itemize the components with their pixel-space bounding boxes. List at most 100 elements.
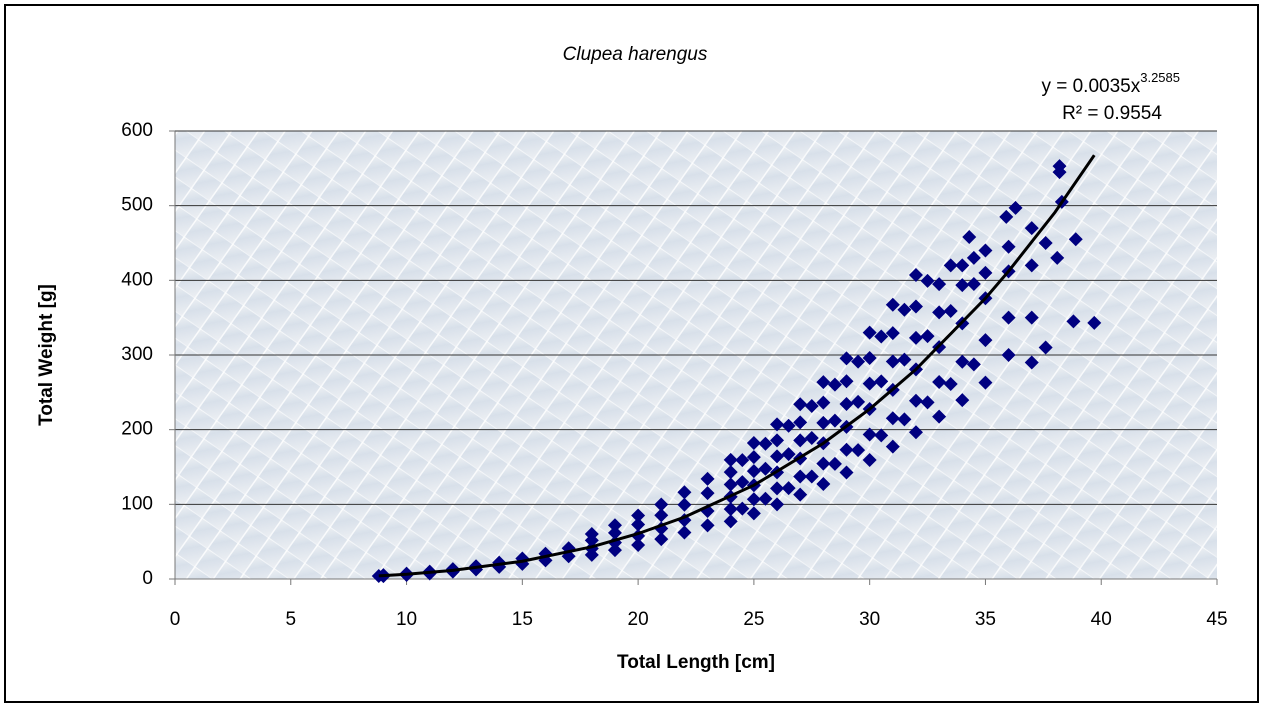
data-point bbox=[746, 436, 761, 451]
data-point bbox=[1024, 258, 1039, 273]
data-point bbox=[735, 501, 750, 516]
data-point bbox=[584, 526, 599, 541]
data-point bbox=[746, 492, 761, 507]
data-point bbox=[723, 477, 738, 492]
data-point bbox=[827, 456, 842, 471]
x-tick-label: 5 bbox=[285, 609, 296, 630]
y-axis-title: Total Weight [g] bbox=[36, 284, 57, 426]
equation-exponent: 3.2585 bbox=[1140, 70, 1180, 85]
data-point bbox=[978, 243, 993, 258]
data-point bbox=[1008, 200, 1023, 215]
data-point bbox=[758, 461, 773, 476]
data-point bbox=[816, 395, 831, 410]
data-point bbox=[770, 481, 785, 496]
data-point bbox=[1024, 221, 1039, 236]
data-point bbox=[700, 486, 715, 501]
y-tick-label: 400 bbox=[121, 269, 153, 290]
data-point bbox=[908, 299, 923, 314]
x-tick-label: 10 bbox=[396, 609, 417, 630]
y-tick-label: 100 bbox=[121, 493, 153, 514]
data-point bbox=[723, 465, 738, 480]
data-point bbox=[920, 329, 935, 344]
data-point bbox=[723, 514, 738, 529]
data-point bbox=[978, 375, 993, 390]
data-point bbox=[758, 491, 773, 506]
x-tick-label: 30 bbox=[859, 609, 880, 630]
data-point bbox=[735, 453, 750, 468]
data-point bbox=[862, 325, 877, 340]
data-point bbox=[862, 376, 877, 391]
data-point bbox=[943, 377, 958, 392]
x-axis-title: Total Length [cm] bbox=[617, 652, 775, 673]
data-point bbox=[966, 276, 981, 291]
data-point bbox=[700, 471, 715, 486]
data-point bbox=[677, 525, 692, 540]
data-point bbox=[885, 326, 900, 341]
data-point bbox=[816, 375, 831, 390]
data-point bbox=[793, 469, 808, 484]
data-point bbox=[932, 409, 947, 424]
data-point bbox=[955, 393, 970, 408]
data-point bbox=[966, 357, 981, 372]
data-point bbox=[839, 465, 854, 480]
data-point bbox=[793, 397, 808, 412]
y-tick-label: 200 bbox=[121, 419, 153, 440]
data-point bbox=[631, 517, 646, 532]
data-point bbox=[874, 329, 889, 344]
data-point bbox=[723, 452, 738, 467]
data-point bbox=[793, 415, 808, 430]
data-point bbox=[631, 508, 646, 523]
data-point bbox=[962, 230, 977, 245]
data-point bbox=[932, 374, 947, 389]
data-point bbox=[654, 497, 669, 512]
data-point bbox=[700, 518, 715, 533]
data-point bbox=[851, 394, 866, 409]
data-point bbox=[908, 330, 923, 345]
data-point bbox=[816, 456, 831, 471]
data-point bbox=[908, 393, 923, 408]
data-point bbox=[804, 431, 819, 446]
data-point bbox=[978, 333, 993, 348]
data-point bbox=[874, 428, 889, 443]
data-point bbox=[1001, 239, 1016, 254]
data-point bbox=[770, 449, 785, 464]
data-point bbox=[920, 395, 935, 410]
data-point bbox=[793, 487, 808, 502]
data-point bbox=[1068, 232, 1083, 247]
data-point bbox=[932, 305, 947, 320]
data-point bbox=[770, 433, 785, 448]
data-point bbox=[607, 525, 622, 540]
data-point bbox=[839, 374, 854, 389]
data-point bbox=[955, 258, 970, 273]
data-point bbox=[677, 497, 692, 512]
data-point bbox=[851, 443, 866, 458]
data-point bbox=[1024, 355, 1039, 370]
data-point bbox=[827, 377, 842, 392]
data-point bbox=[943, 303, 958, 318]
data-point bbox=[804, 398, 819, 413]
x-tick-label: 25 bbox=[743, 609, 764, 630]
data-point bbox=[804, 469, 819, 484]
data-point bbox=[654, 532, 669, 547]
data-point bbox=[816, 415, 831, 430]
data-point bbox=[1087, 315, 1102, 330]
data-point bbox=[1024, 310, 1039, 325]
chart-title: Clupea harengus bbox=[563, 44, 708, 65]
data-point bbox=[793, 433, 808, 448]
data-point bbox=[851, 354, 866, 369]
data-point bbox=[955, 278, 970, 293]
data-point bbox=[735, 475, 750, 490]
data-point bbox=[1038, 340, 1053, 355]
data-point bbox=[885, 297, 900, 312]
equation: y = 0.0035x bbox=[1041, 76, 1140, 97]
y-tick-label: 0 bbox=[142, 568, 153, 589]
data-point bbox=[908, 267, 923, 282]
data-point bbox=[897, 302, 912, 317]
data-point bbox=[897, 352, 912, 367]
data-point bbox=[932, 277, 947, 292]
data-point bbox=[862, 453, 877, 468]
data-point bbox=[631, 537, 646, 552]
data-point bbox=[978, 265, 993, 280]
data-point bbox=[943, 258, 958, 273]
x-tick-label: 40 bbox=[1091, 609, 1112, 630]
